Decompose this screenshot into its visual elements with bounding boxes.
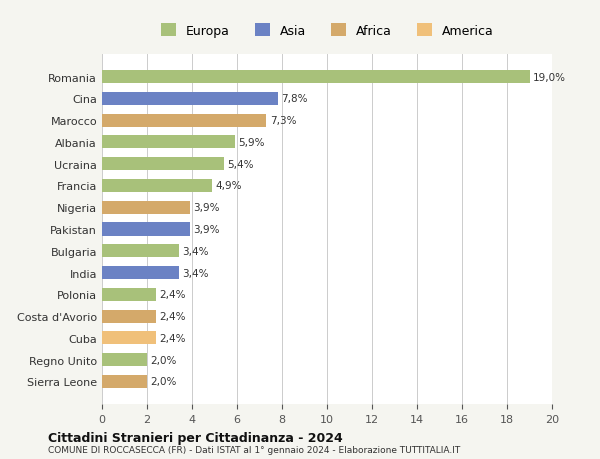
- Legend: Europa, Asia, Africa, America: Europa, Asia, Africa, America: [155, 19, 499, 43]
- Text: 5,9%: 5,9%: [238, 138, 265, 148]
- Bar: [102, 331, 156, 345]
- Bar: [102, 158, 224, 171]
- Text: 3,9%: 3,9%: [193, 224, 220, 235]
- Text: 4,9%: 4,9%: [215, 181, 242, 191]
- Text: COMUNE DI ROCCASECCA (FR) - Dati ISTAT al 1° gennaio 2024 - Elaborazione TUTTITA: COMUNE DI ROCCASECCA (FR) - Dati ISTAT a…: [48, 445, 460, 454]
- Text: 2,4%: 2,4%: [160, 290, 186, 300]
- Text: 2,0%: 2,0%: [151, 376, 177, 386]
- Bar: [102, 245, 179, 258]
- Bar: [102, 375, 147, 388]
- Text: 2,0%: 2,0%: [151, 355, 177, 365]
- Text: 5,4%: 5,4%: [227, 159, 253, 169]
- Text: Cittadini Stranieri per Cittadinanza - 2024: Cittadini Stranieri per Cittadinanza - 2…: [48, 431, 343, 444]
- Bar: [102, 288, 156, 301]
- Bar: [102, 201, 190, 214]
- Bar: [102, 310, 156, 323]
- Bar: [102, 179, 212, 193]
- Text: 3,4%: 3,4%: [182, 246, 208, 256]
- Text: 7,3%: 7,3%: [269, 116, 296, 126]
- Bar: [102, 266, 179, 280]
- Bar: [102, 136, 235, 149]
- Bar: [102, 223, 190, 236]
- Text: 19,0%: 19,0%: [533, 73, 566, 83]
- Text: 7,8%: 7,8%: [281, 94, 307, 104]
- Text: 2,4%: 2,4%: [160, 311, 186, 321]
- Bar: [102, 93, 277, 106]
- Bar: [102, 353, 147, 366]
- Bar: [102, 114, 266, 128]
- Text: 2,4%: 2,4%: [160, 333, 186, 343]
- Text: 3,4%: 3,4%: [182, 268, 208, 278]
- Bar: [102, 71, 530, 84]
- Text: 3,9%: 3,9%: [193, 203, 220, 213]
